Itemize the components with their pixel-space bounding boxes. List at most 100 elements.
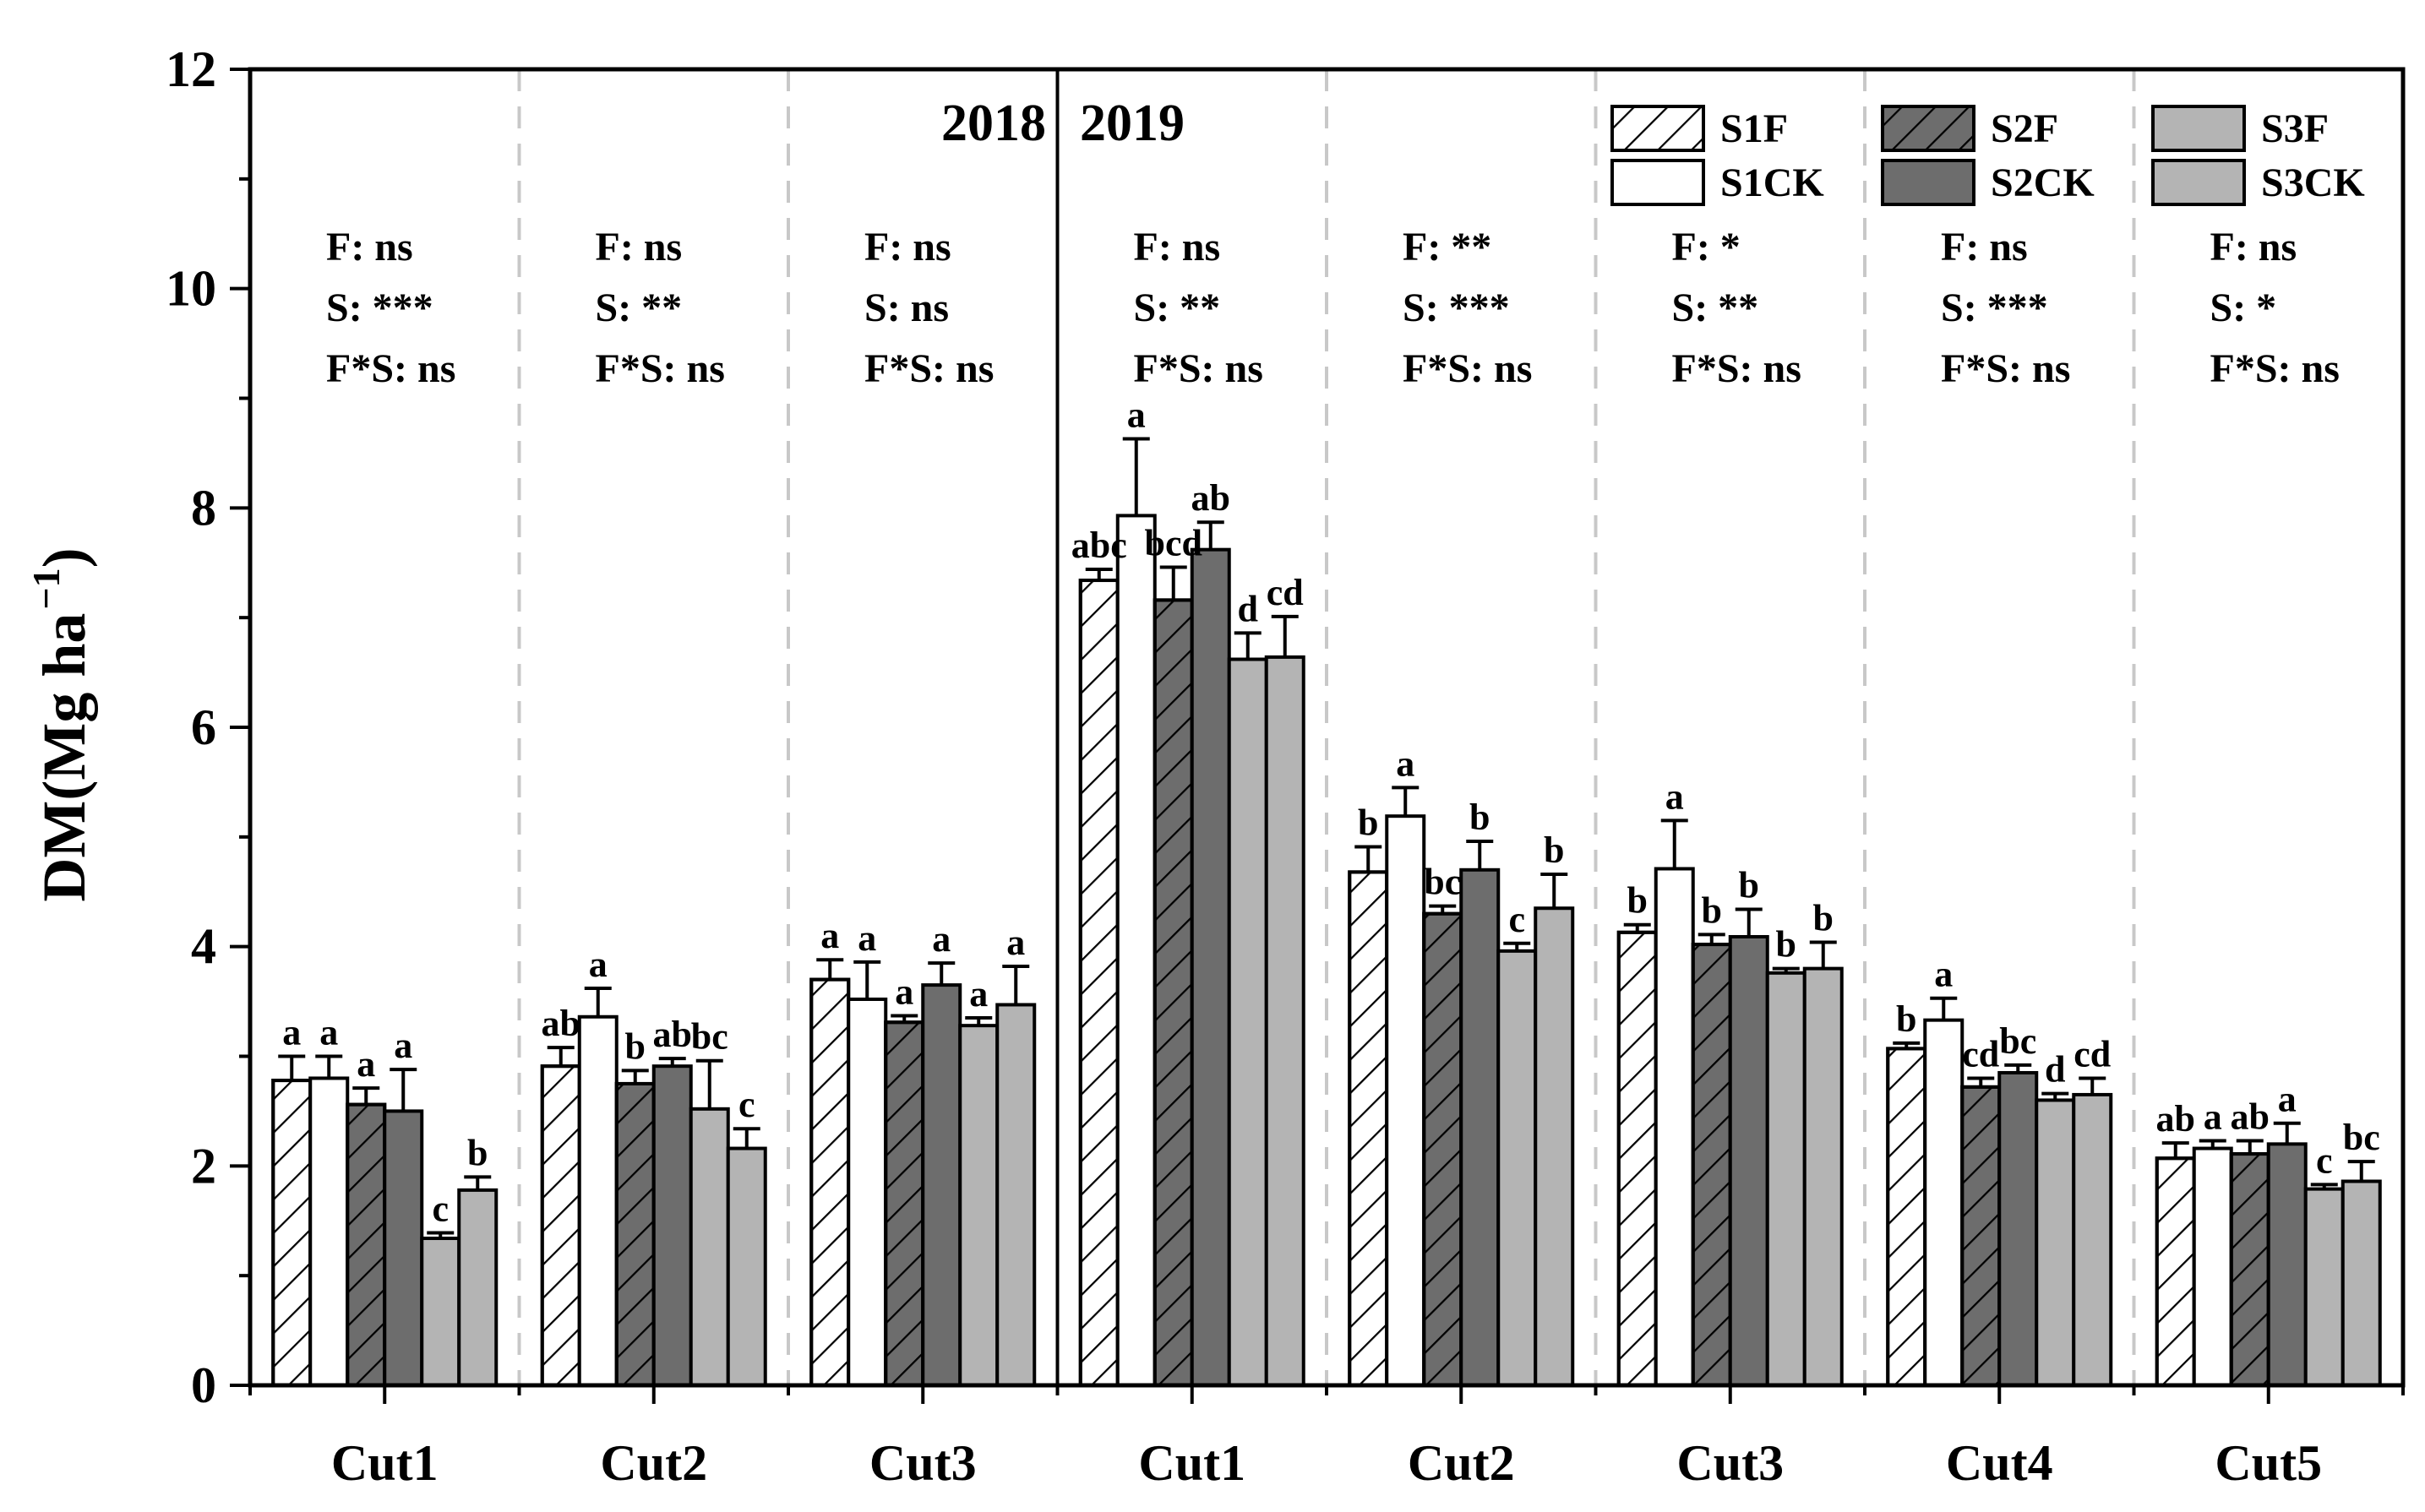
significance-letter: a (394, 1025, 412, 1066)
bar-s3ck (1534, 906, 1575, 1387)
significance-letter: bc (2343, 1117, 2380, 1158)
significance-letter: ab (1191, 477, 1230, 519)
significance-letter: a (820, 915, 839, 956)
bar-hatch-s2f (1960, 1085, 2002, 1388)
bar-hatch-s1f (540, 1064, 581, 1388)
x-tick-label: Cut4 (1946, 1435, 2053, 1491)
significance-letter: ab (653, 1014, 692, 1055)
significance-letter: abc (1071, 525, 1127, 566)
significance-letter: b (1358, 802, 1378, 844)
bar-hatch-s2f (884, 1020, 925, 1388)
anova-stat-line: S: ** (1672, 286, 1759, 330)
anova-stat-line: F*S: ns (596, 346, 725, 391)
bar-s3ck (2072, 1092, 2113, 1387)
significance-letter: b (1702, 889, 1722, 931)
significance-letter: a (1396, 742, 1414, 784)
significance-letter: b (1469, 797, 1490, 838)
legend-label-s1f: S1F (1720, 106, 1788, 151)
bar-s3ck (726, 1146, 767, 1388)
significance-letter: b (1739, 865, 1759, 906)
bar-s3f (1496, 949, 1538, 1387)
bar-s2ck (1190, 547, 1231, 1387)
legend-swatch-s3f (2151, 105, 2246, 152)
significance-letter: b (625, 1025, 646, 1067)
significance-letter: b (1627, 880, 1648, 922)
bar-hatch-s2f (614, 1081, 656, 1388)
anova-stat-line: S: *** (326, 286, 433, 330)
x-tick-label: Cut1 (1138, 1435, 1245, 1491)
significance-letter: bc (1999, 1020, 2036, 1062)
significance-letter: ab (2231, 1096, 2270, 1137)
significance-letter: d (2045, 1049, 2065, 1090)
bar-s3ck (1802, 966, 1844, 1387)
significance-letter: a (589, 944, 608, 985)
y-tick-label: 8 (191, 480, 216, 536)
bar-s3f (689, 1107, 730, 1387)
legend-label-s3f: S3F (2261, 106, 2329, 151)
axes (230, 67, 2406, 1404)
bar-s2ck (1997, 1070, 2039, 1387)
bar-s3f (1227, 657, 1268, 1387)
bar-s3f (2303, 1187, 2345, 1388)
bar-hatch-s1f (1078, 579, 1120, 1387)
y-tick-label: 4 (191, 919, 216, 975)
year-label-2018: 2018 (941, 95, 1046, 152)
x-tick-label: Cut3 (869, 1435, 977, 1491)
x-tick-label: Cut2 (600, 1435, 707, 1491)
bar-hatch-s2f (1691, 943, 1732, 1387)
significance-letter: a (357, 1043, 375, 1085)
y-tick-label: 2 (191, 1138, 216, 1194)
significance-letter: bc (1424, 862, 1461, 903)
bar-hatch-s1f (809, 977, 851, 1388)
legend-label-s2f: S2F (1991, 106, 2058, 151)
bar-s3ck (457, 1188, 499, 1387)
bar-s1ck (1115, 514, 1157, 1388)
anova-stat-line: F*S: ns (326, 346, 455, 391)
anova-stat-line: S: ** (1134, 286, 1221, 330)
bar-hatch-s1f (1886, 1047, 1927, 1387)
bar-hatch-s1f (1348, 870, 1389, 1387)
anova-stat-line: F: ns (2210, 225, 2297, 269)
bar-s1ck (1654, 867, 1695, 1387)
bar-hatch-s1f (2155, 1156, 2196, 1387)
significance-letter: a (1127, 394, 1146, 436)
anova-stat-line: F: ns (1134, 225, 1221, 269)
significance-letter: a (1665, 775, 1684, 817)
bar-hatch-s1f (271, 1079, 313, 1388)
legend-label-s3ck: S3CK (2261, 160, 2365, 205)
anova-stat-line: S: * (2210, 286, 2277, 330)
bar-s1ck (2192, 1146, 2233, 1388)
plot-frame (248, 67, 2406, 1388)
anova-stat-line: S: *** (1403, 286, 1510, 330)
bar-hatch-s2f (346, 1102, 387, 1388)
significance-letter: ab (2156, 1098, 2195, 1139)
bar-s3ck (1264, 655, 1305, 1387)
bar-s2ck (651, 1064, 693, 1388)
significance-letter: ab (542, 1003, 580, 1044)
legend-swatch-hatch-s1f (1610, 105, 1705, 152)
bar-hatch-s2f (1153, 598, 1194, 1387)
anova-stat-line: F*S: ns (1134, 346, 1263, 391)
anova-stat-line: S: *** (1941, 286, 2048, 330)
anova-stat-line: F*S: ns (1941, 346, 2070, 391)
significance-letter: cd (1962, 1033, 1999, 1074)
anova-stat-line: F: ns (596, 225, 683, 269)
year-label-2019: 2019 (1080, 95, 1185, 152)
significance-letter: a (1006, 922, 1025, 963)
anova-stat-line: F*S: ns (864, 346, 994, 391)
bar-s3f (420, 1237, 461, 1387)
significance-letter: bcd (1145, 522, 1202, 563)
significance-letter: a (1934, 954, 1953, 995)
bar-s1ck (1923, 1018, 1965, 1388)
legend-swatch-s3ck (2151, 159, 2246, 206)
significance-letter: a (895, 971, 913, 1012)
x-tick-label: Cut2 (1408, 1435, 1515, 1491)
anova-stat-line: F: ns (326, 225, 413, 269)
significance-letter: b (1813, 897, 1834, 938)
significance-letter: b (1896, 998, 1916, 1040)
legend-swatch-hatch-s2f (1881, 105, 1975, 152)
significance-letter: cd (2074, 1033, 2111, 1074)
significance-letter: cd (1267, 572, 1304, 613)
